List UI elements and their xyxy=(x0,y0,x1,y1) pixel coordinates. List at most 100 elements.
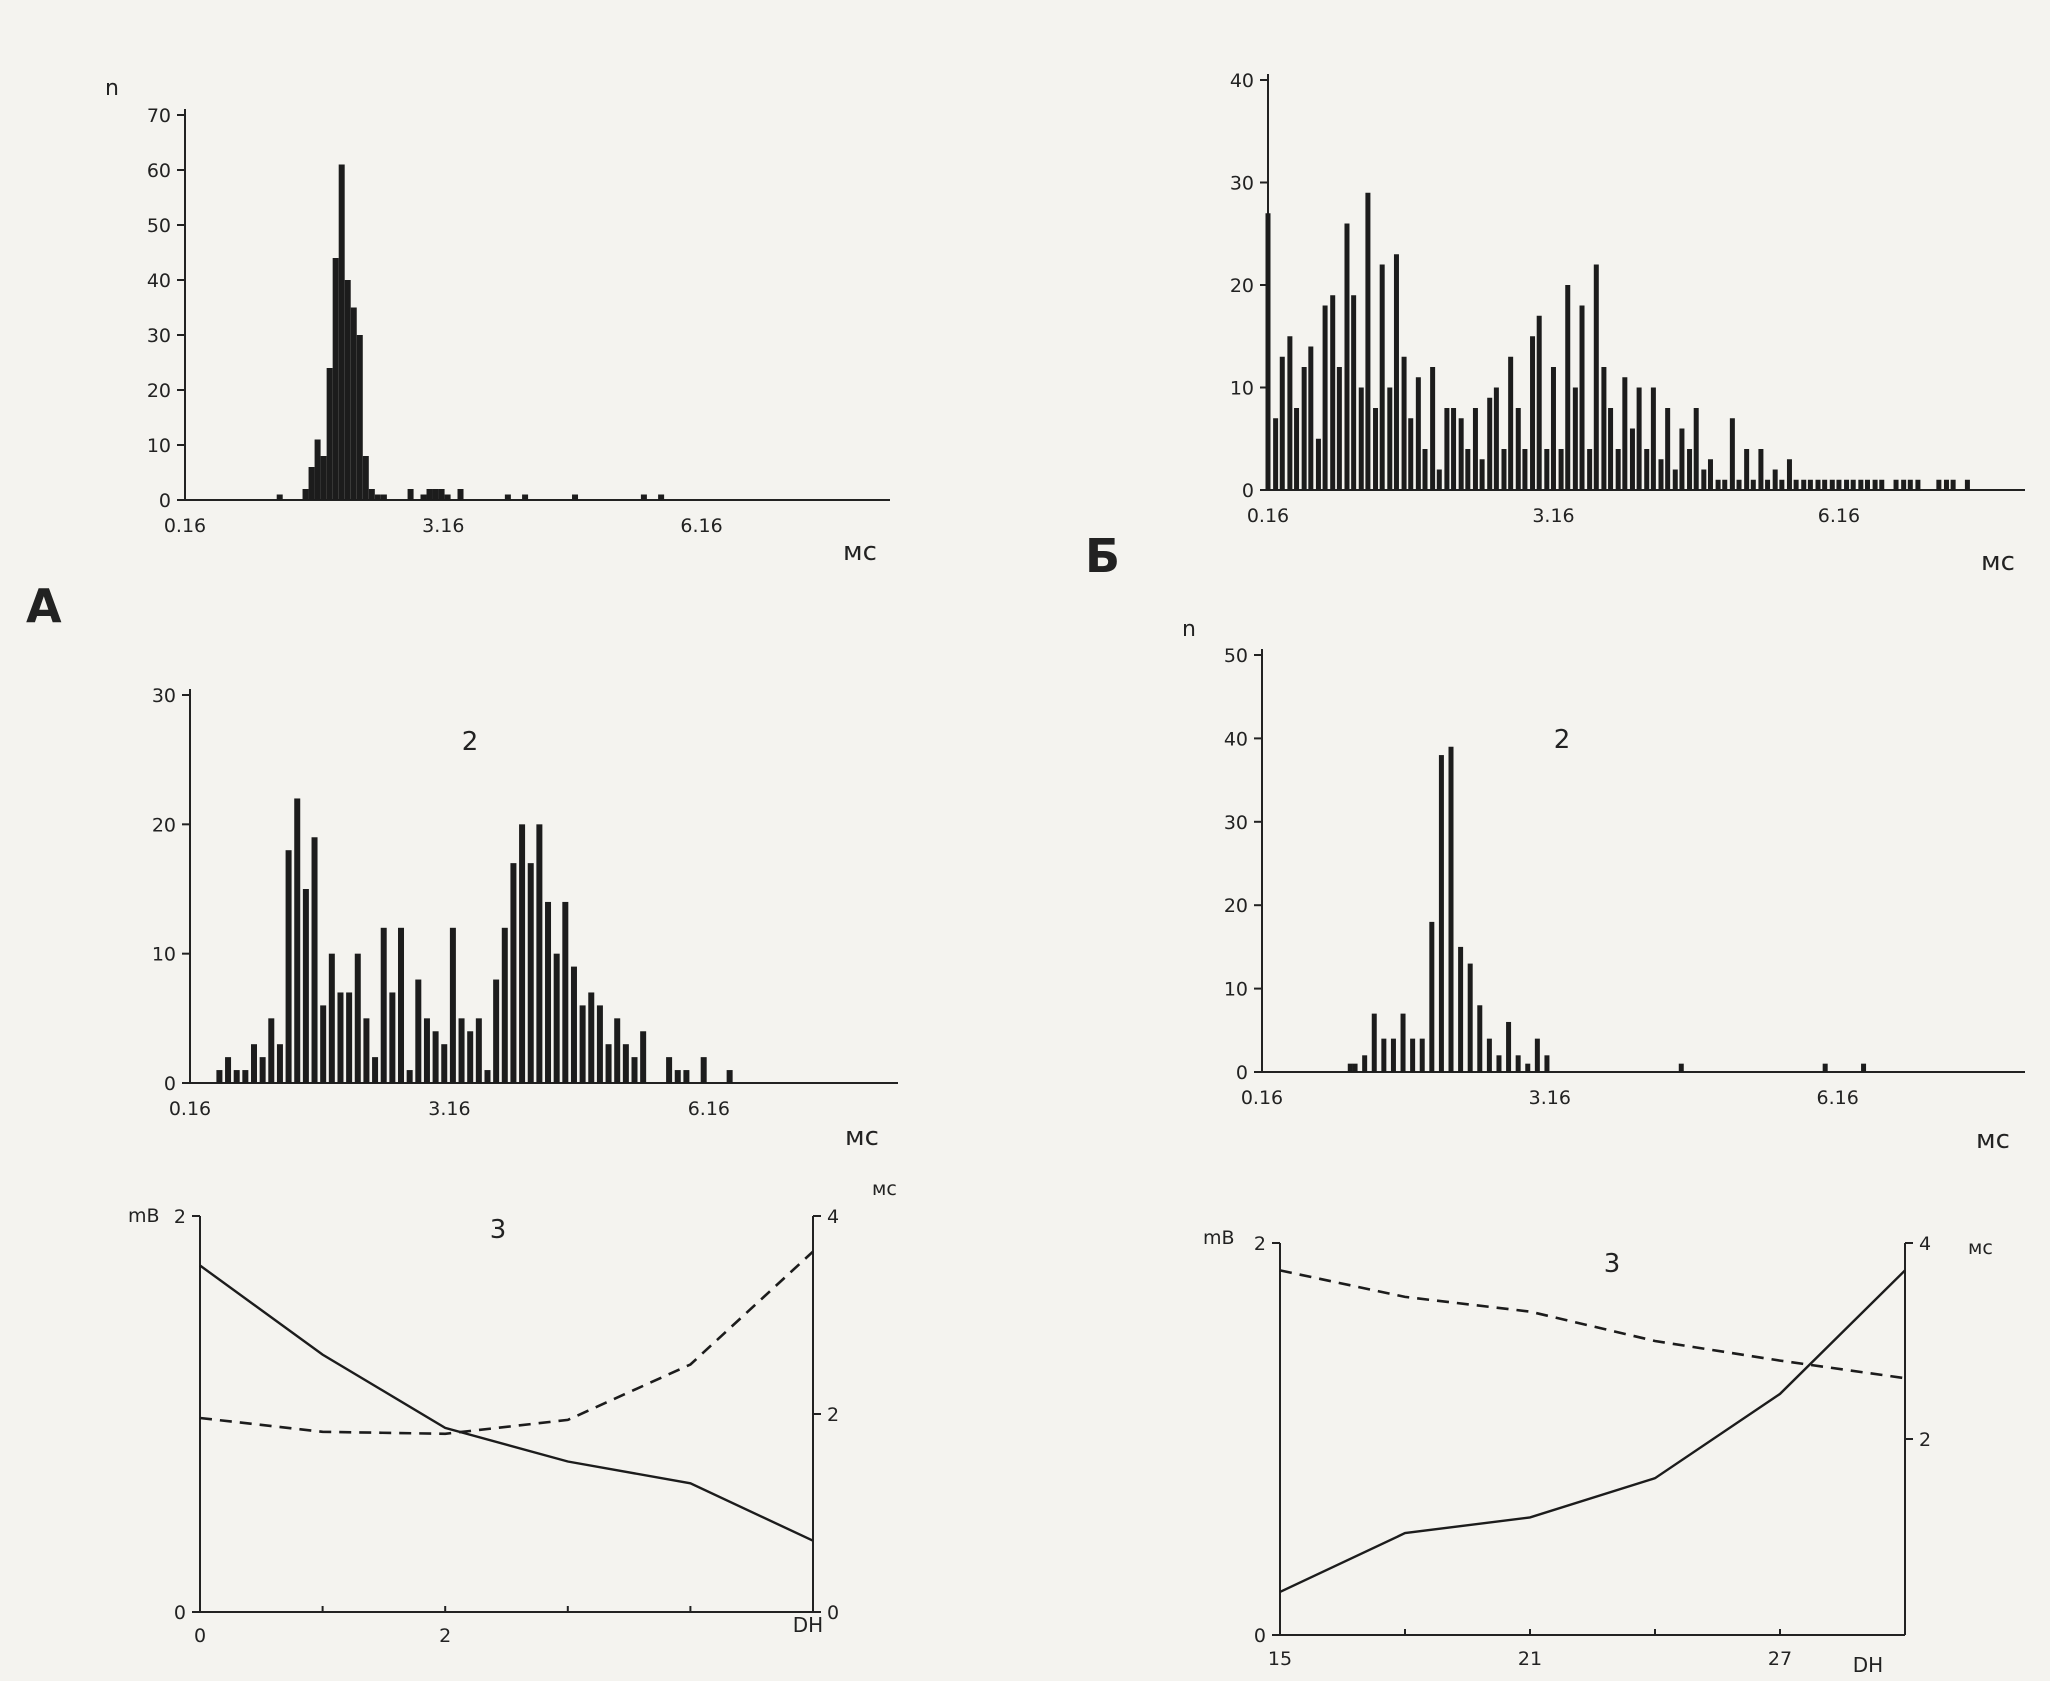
histogram-bar xyxy=(1822,1063,1828,1072)
histogram-bar xyxy=(338,164,345,500)
histogram-bar xyxy=(1601,367,1607,490)
histogram-bar xyxy=(242,1070,249,1083)
right-y-axis-label: мс xyxy=(1968,1237,1993,1259)
histogram-bar xyxy=(1477,1005,1483,1072)
histogram-bar xyxy=(553,953,560,1083)
histogram-bar xyxy=(1273,418,1279,490)
y-tick-label: 20 xyxy=(147,380,171,402)
histogram-B1: 0 10 20 30 40 0.16 3.16 6.16 мс xyxy=(1230,70,2025,577)
histogram-bar xyxy=(457,489,464,500)
histogram-bar xyxy=(1544,1055,1550,1072)
histogram-bar xyxy=(1501,449,1507,490)
histogram-bar xyxy=(1915,479,1921,490)
histogram-bar xyxy=(1658,459,1664,490)
panel-label-b: Б xyxy=(1085,529,1120,583)
histogram-bar xyxy=(415,979,422,1083)
histogram-bar xyxy=(1593,264,1599,490)
left-y-tick-label: 0 xyxy=(1254,1625,1266,1647)
histogram-bar xyxy=(458,1018,465,1083)
histogram-A2: 0 10 20 30 0.16 3.16 6.16 мс 2 xyxy=(152,685,898,1152)
histogram-bar xyxy=(1351,295,1357,490)
histogram-bar xyxy=(314,439,321,500)
histogram-bar xyxy=(407,489,414,500)
histogram-bar xyxy=(1415,377,1421,490)
left-y-axis-label: mB xyxy=(128,1205,160,1227)
histogram-bar xyxy=(1744,449,1750,490)
x-tick-label: 0.16 xyxy=(169,1098,211,1120)
histogram-bar xyxy=(1358,387,1364,490)
histogram-bar xyxy=(510,863,517,1083)
series-line-solid xyxy=(1279,1269,1906,1593)
chart-title: 3 xyxy=(1604,1249,1621,1279)
x-axis-label: мс xyxy=(843,537,877,567)
x-axis-label: DH xyxy=(1853,1653,1883,1677)
y-tick-label: 30 xyxy=(1230,173,1254,195)
histogram-bar xyxy=(302,889,309,1083)
histogram-bar xyxy=(467,1031,474,1083)
x-tick-label: 0.16 xyxy=(1241,1087,1283,1109)
histogram-bar xyxy=(1451,408,1457,490)
histogram-bar xyxy=(1793,479,1799,490)
histogram-bar xyxy=(1829,479,1835,490)
histogram-bar xyxy=(1678,1063,1684,1072)
histogram-bar xyxy=(504,494,511,500)
histogram-bar xyxy=(1381,1038,1387,1072)
histogram-bar xyxy=(380,494,387,500)
histogram-bar xyxy=(449,927,456,1083)
histogram-bar xyxy=(1344,223,1350,490)
x-tick-label: 3.16 xyxy=(1532,505,1574,527)
histogram-bar xyxy=(1907,479,1913,490)
right-y-tick-label: 0 xyxy=(827,1602,839,1624)
histogram-bar xyxy=(1315,438,1321,490)
series-line-dashed xyxy=(1279,1269,1906,1380)
histogram-bar xyxy=(588,992,595,1083)
histogram-bar xyxy=(1322,305,1328,490)
histogram-bar xyxy=(372,1057,379,1083)
histogram-bar xyxy=(674,1070,681,1083)
histogram-bar xyxy=(1390,1038,1396,1072)
histogram-bar xyxy=(1530,336,1536,490)
y-tick-label: 0 xyxy=(1236,1062,1248,1084)
histogram-bar xyxy=(1287,336,1293,490)
histogram-bar xyxy=(579,1005,586,1083)
histogram-bar xyxy=(1893,479,1899,490)
histogram-bar xyxy=(484,1070,491,1083)
histogram-bar xyxy=(423,1018,430,1083)
histogram-bar xyxy=(1950,479,1956,490)
right-y-tick-label: 2 xyxy=(827,1404,839,1426)
x-axis-label: мс xyxy=(1976,1125,2010,1155)
histogram-bar xyxy=(1879,479,1885,490)
histogram-bar xyxy=(536,824,543,1083)
histogram-bar xyxy=(658,494,665,500)
histogram-bar xyxy=(337,992,344,1083)
histogram-bar xyxy=(389,992,396,1083)
y-tick-label: 50 xyxy=(147,215,171,237)
histogram-bar xyxy=(1352,1063,1358,1072)
histogram-bar xyxy=(1650,387,1656,490)
histogram-bar xyxy=(1438,755,1444,1072)
x-tick-label: 0 xyxy=(194,1625,206,1647)
y-axis-label: n xyxy=(105,76,119,101)
histogram-bar xyxy=(344,280,351,500)
histogram-bar xyxy=(346,992,353,1083)
histogram-bar xyxy=(1458,418,1464,490)
histogram-bar xyxy=(1936,479,1942,490)
histogram-bar xyxy=(1679,428,1685,490)
line-chart-B3: 0 2 2 4 15 21 27 3 mB мс DH xyxy=(1203,1227,1993,1677)
histogram-bar xyxy=(605,1044,612,1083)
histogram-bar xyxy=(1419,1038,1425,1072)
histogram-bar xyxy=(1294,408,1300,490)
histogram-bar xyxy=(1536,315,1542,490)
histogram-bar xyxy=(1430,367,1436,490)
histogram-bar xyxy=(1534,1038,1540,1072)
chart-title: 3 xyxy=(490,1215,507,1245)
histogram-bar xyxy=(1308,346,1314,490)
histogram-A1: 0 10 20 30 40 50 60 70 0.16 3.16 6.16 n мс xyxy=(105,76,890,567)
histogram-bar xyxy=(1558,449,1564,490)
left-y-tick-label: 0 xyxy=(174,1602,186,1624)
series-line-dashed xyxy=(199,1250,814,1436)
histogram-bar xyxy=(640,494,647,500)
x-tick-label: 15 xyxy=(1268,1648,1292,1670)
histogram-bar xyxy=(1693,408,1699,490)
